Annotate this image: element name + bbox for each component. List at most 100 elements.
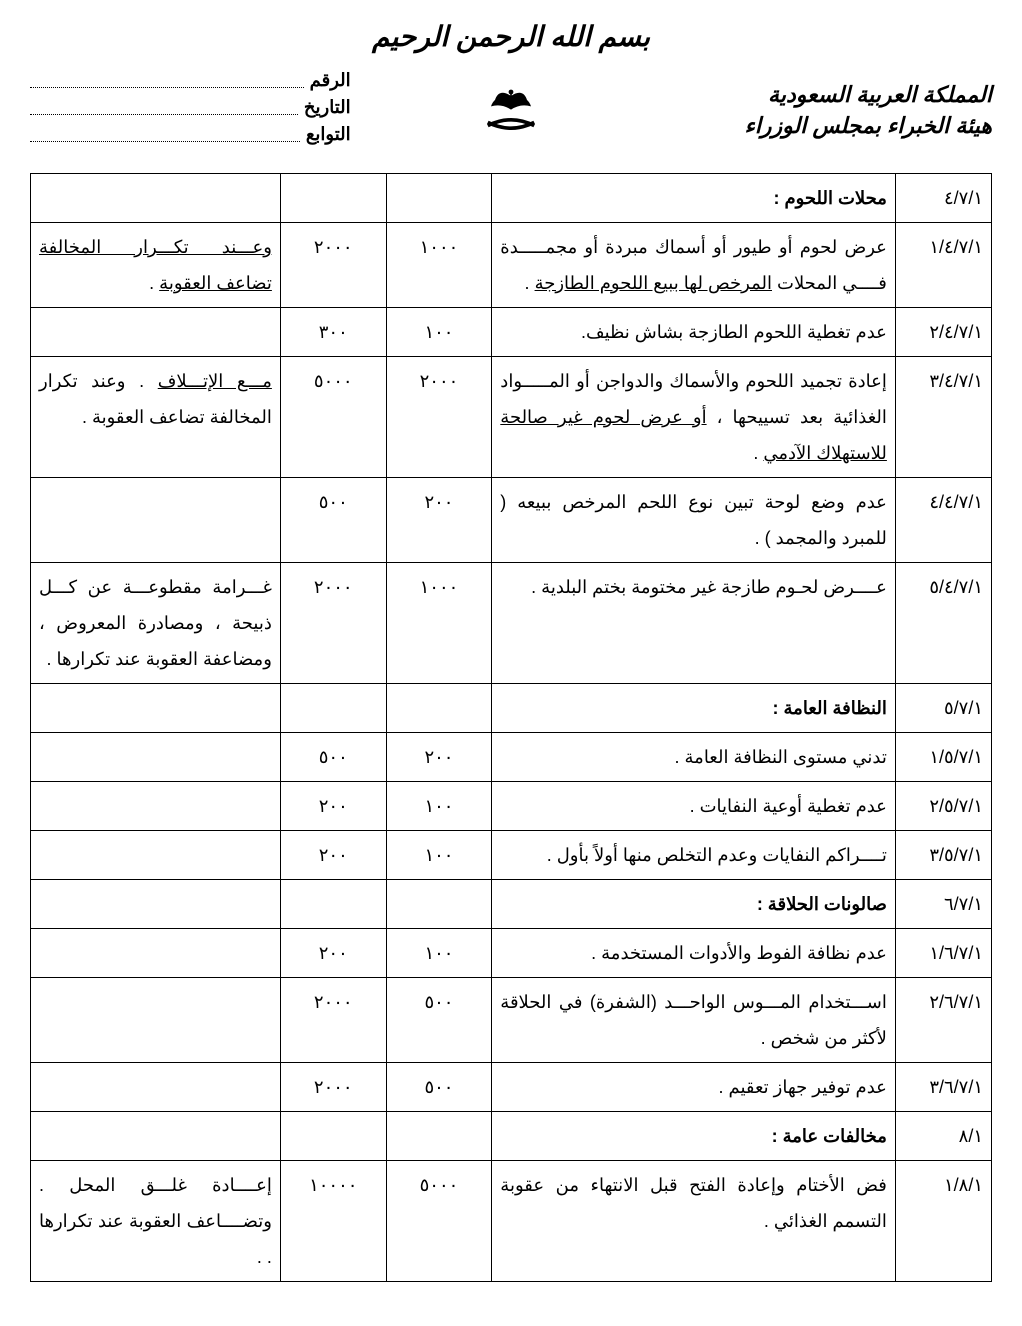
num1-cell: ١٠٠ bbox=[386, 308, 492, 357]
meta-number-dots bbox=[30, 73, 304, 87]
desc-cell: عدم تغطية اللحوم الطازجة بشاش نظيف. bbox=[492, 308, 896, 357]
desc-cell: فض الأختام وإعادة الفتح قبل الانتهاء من … bbox=[492, 1161, 896, 1282]
note-cell: وعـــند تكـــرار المخالفة تضاعف العقوبة … bbox=[31, 223, 281, 308]
table-row: ٢/٥/٧/١عدم تغطية أوعية النفايات .١٠٠٢٠٠ bbox=[31, 782, 992, 831]
code-cell: ٨/١ bbox=[895, 1112, 991, 1161]
note-cell: إعــــادة غلـــق المحل . وتضــــاعف العق… bbox=[31, 1161, 281, 1282]
num1-cell: ٥٠٠ bbox=[386, 1063, 492, 1112]
num1-cell bbox=[386, 1112, 492, 1161]
code-cell: ٢/٥/٧/١ bbox=[895, 782, 991, 831]
emblem-wrap bbox=[351, 68, 672, 153]
code-cell: ٣/٤/٧/١ bbox=[895, 357, 991, 478]
code-cell: ١/٥/٧/١ bbox=[895, 733, 991, 782]
table-row: ٣/٤/٧/١إعادة تجميد اللحوم والأسماك والدو… bbox=[31, 357, 992, 478]
desc-cell: عدم توفير جهاز تعقيم . bbox=[492, 1063, 896, 1112]
desc-cell: عدم وضع لوحة تبين نوع اللحم المرخص ببيعه… bbox=[492, 478, 896, 563]
note-cell: غـــرامة مقطوعـــة عن كـــل ذبيحة ، ومصا… bbox=[31, 563, 281, 684]
num2-cell bbox=[280, 174, 386, 223]
meta-date-dots bbox=[30, 100, 298, 114]
num1-cell: ٢٠٠ bbox=[386, 478, 492, 563]
org-line-1: المملكة العربية السعودية bbox=[671, 80, 992, 111]
num1-cell: ٥٠٠ bbox=[386, 978, 492, 1063]
num1-cell bbox=[386, 174, 492, 223]
num2-cell bbox=[280, 880, 386, 929]
note-cell bbox=[31, 1063, 281, 1112]
desc-cell: صالونات الحلاقة : bbox=[492, 880, 896, 929]
code-cell: ١/٦/٧/١ bbox=[895, 929, 991, 978]
num1-cell: ٥٠٠٠ bbox=[386, 1161, 492, 1282]
code-cell: ٦/٧/١ bbox=[895, 880, 991, 929]
num2-cell: ٢٠٠ bbox=[280, 929, 386, 978]
note-cell bbox=[31, 978, 281, 1063]
note-cell bbox=[31, 880, 281, 929]
desc-cell: عدم نظافة الفوط والأدوات المستخدمة . bbox=[492, 929, 896, 978]
meta-attach-label: التوابع bbox=[306, 124, 351, 145]
note-cell bbox=[31, 478, 281, 563]
table-row: ٤/٤/٧/١عدم وضع لوحة تبين نوع اللحم المرخ… bbox=[31, 478, 992, 563]
num1-cell: ١٠٠ bbox=[386, 929, 492, 978]
table-row: ٤/٧/١محلات اللحوم : bbox=[31, 174, 992, 223]
num2-cell: ٣٠٠ bbox=[280, 308, 386, 357]
num2-cell: ٢٠٠٠ bbox=[280, 563, 386, 684]
code-cell: ٥/٧/١ bbox=[895, 684, 991, 733]
desc-cell: تــــراكم النفايات وعدم التخلص منها أولا… bbox=[492, 831, 896, 880]
code-cell: ٤/٤/٧/١ bbox=[895, 478, 991, 563]
meta-attach-dots bbox=[30, 127, 300, 141]
desc-cell: مخالفات عامة : bbox=[492, 1112, 896, 1161]
desc-cell: النظافة العامة : bbox=[492, 684, 896, 733]
meta-date-label: التاريخ bbox=[304, 97, 351, 118]
code-cell: ١/٨/١ bbox=[895, 1161, 991, 1282]
num1-cell: ٢٠٠٠ bbox=[386, 357, 492, 478]
num1-cell: ١٠٠ bbox=[386, 782, 492, 831]
num2-cell: ٢٠٠٠ bbox=[280, 1063, 386, 1112]
num1-cell: ١٠٠٠ bbox=[386, 563, 492, 684]
note-cell: مـــع الإتـــلاف . وعند تكرار المخالفة ت… bbox=[31, 357, 281, 478]
desc-cell: عدم تغطية أوعية النفايات . bbox=[492, 782, 896, 831]
num2-cell bbox=[280, 684, 386, 733]
num2-cell: ٥٠٠٠ bbox=[280, 357, 386, 478]
header-row: المملكة العربية السعودية هيئة الخبراء بم… bbox=[30, 68, 992, 153]
table-row: ١/٦/٧/١عدم نظافة الفوط والأدوات المستخدم… bbox=[31, 929, 992, 978]
table-row: ٥/٤/٧/١عــــرض لحـوم طازجة غير مختومة بخ… bbox=[31, 563, 992, 684]
org-line-2: هيئة الخبراء بمجلس الوزراء bbox=[671, 111, 992, 142]
meta-number-label: الرقم bbox=[310, 70, 351, 91]
meta-date: التاريخ bbox=[30, 97, 351, 118]
note-cell bbox=[31, 684, 281, 733]
violations-table: ٤/٧/١محلات اللحوم :١/٤/٧/١عرض لحوم أو طي… bbox=[30, 173, 992, 1282]
num2-cell: ٥٠٠ bbox=[280, 478, 386, 563]
code-cell: ٢/٦/٧/١ bbox=[895, 978, 991, 1063]
code-cell: ٣/٥/٧/١ bbox=[895, 831, 991, 880]
desc-cell: إعادة تجميد اللحوم والأسماك والدواجن أو … bbox=[492, 357, 896, 478]
num1-cell: ٢٠٠ bbox=[386, 733, 492, 782]
num1-cell bbox=[386, 684, 492, 733]
note-cell bbox=[31, 831, 281, 880]
table-row: ٥/٧/١النظافة العامة : bbox=[31, 684, 992, 733]
meta-block: الرقم التاريخ التوابع bbox=[30, 70, 351, 151]
table-row: ١/٤/٧/١عرض لحوم أو طيور أو أسماك مبردة أ… bbox=[31, 223, 992, 308]
code-cell: ٥/٤/٧/١ bbox=[895, 563, 991, 684]
table-row: ١/٨/١فض الأختام وإعادة الفتح قبل الانتها… bbox=[31, 1161, 992, 1282]
table-row: ٢/٤/٧/١عدم تغطية اللحوم الطازجة بشاش نظي… bbox=[31, 308, 992, 357]
note-cell bbox=[31, 929, 281, 978]
desc-cell: عــــرض لحـوم طازجة غير مختومة بختم البل… bbox=[492, 563, 896, 684]
note-cell bbox=[31, 782, 281, 831]
saudi-emblem-icon bbox=[471, 68, 551, 148]
table-row: ٦/٧/١صالونات الحلاقة : bbox=[31, 880, 992, 929]
code-cell: ٣/٦/٧/١ bbox=[895, 1063, 991, 1112]
note-cell bbox=[31, 308, 281, 357]
table-row: ٢/٦/٧/١اســـتخدام المـــوس الواحـــد (ال… bbox=[31, 978, 992, 1063]
table-row: ٨/١مخالفات عامة : bbox=[31, 1112, 992, 1161]
num1-cell: ١٠٠٠ bbox=[386, 223, 492, 308]
meta-number: الرقم bbox=[30, 70, 351, 91]
code-cell: ٢/٤/٧/١ bbox=[895, 308, 991, 357]
code-cell: ١/٤/٧/١ bbox=[895, 223, 991, 308]
num2-cell: ٢٠٠٠ bbox=[280, 223, 386, 308]
desc-cell: عرض لحوم أو طيور أو أسماك مبردة أو مجمــ… bbox=[492, 223, 896, 308]
num2-cell: ٢٠٠ bbox=[280, 782, 386, 831]
bismillah: بسم الله الرحمن الرحيم bbox=[30, 20, 992, 53]
num2-cell: ١٠٠٠٠ bbox=[280, 1161, 386, 1282]
num2-cell: ٢٠٠ bbox=[280, 831, 386, 880]
num2-cell: ٥٠٠ bbox=[280, 733, 386, 782]
note-cell bbox=[31, 174, 281, 223]
num1-cell: ١٠٠ bbox=[386, 831, 492, 880]
